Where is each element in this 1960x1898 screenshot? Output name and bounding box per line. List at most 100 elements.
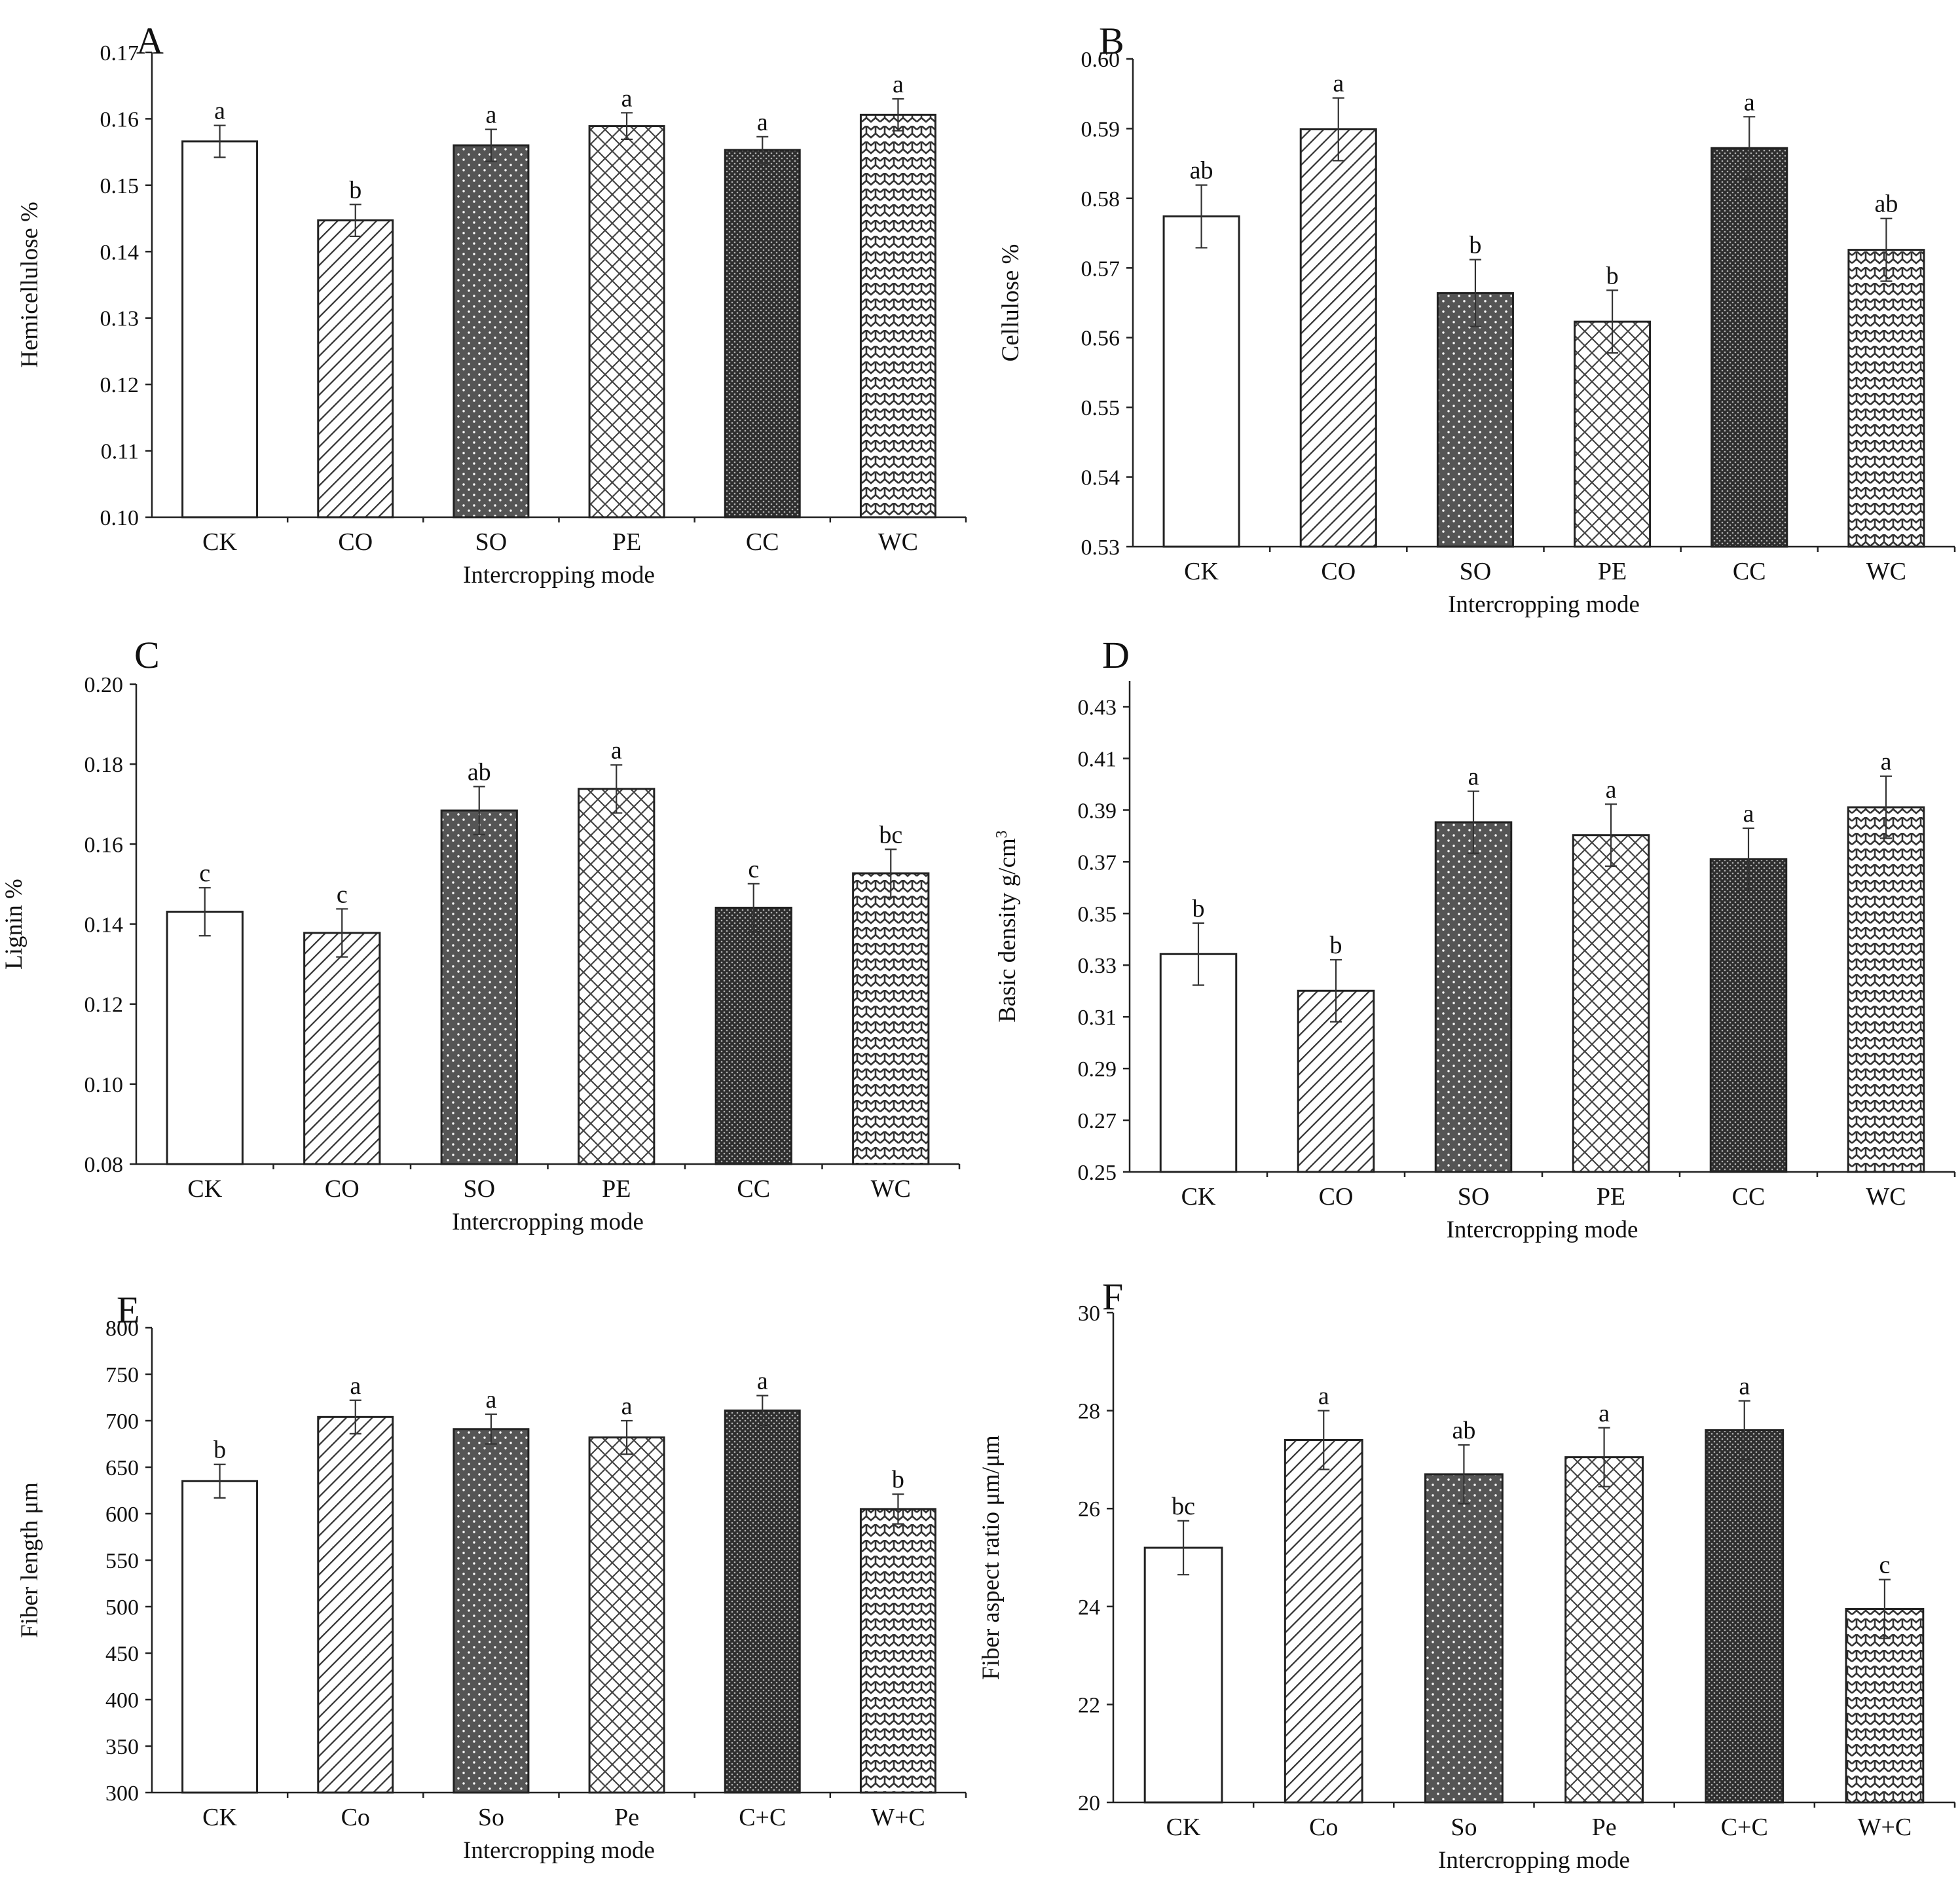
bar-c-wc — [852, 872, 930, 1165]
y-tick-label: 0.54 — [1081, 466, 1120, 490]
sig-letter-f-ck: bc — [1172, 1493, 1195, 1520]
error-bar-f-w-plus-c — [1878, 1579, 1891, 1639]
error-bar-d-pe — [1605, 803, 1617, 867]
x-category-label: CC — [1732, 1183, 1766, 1211]
bar-f-ck — [1143, 1546, 1223, 1804]
y-axis-title-a: Hemicellulose % — [16, 202, 43, 368]
x-category-label: So — [478, 1804, 504, 1831]
y-tick-label: 0.59 — [1081, 117, 1120, 141]
error-bar-a-so — [485, 128, 497, 162]
bar-e-c-plus-c — [724, 1409, 801, 1794]
sig-letter-b-pe: b — [1606, 262, 1619, 289]
error-bar-f-ck — [1177, 1520, 1190, 1576]
sig-letter-e-w-plus-c: b — [892, 1466, 904, 1493]
bar-a-wc — [859, 113, 936, 519]
y-tick-label: 0.33 — [1078, 954, 1117, 978]
error-bar-c-so — [473, 786, 485, 835]
x-axis-title-c: Intercropping mode — [452, 1209, 644, 1235]
x-category-label: CK — [1181, 1183, 1216, 1211]
y-tick-label: 0.39 — [1078, 799, 1117, 823]
y-tick-label: 30 — [1078, 1302, 1100, 1326]
x-category-label: SO — [475, 528, 508, 556]
sig-letter-d-so: a — [1468, 763, 1479, 791]
x-category-label: CO — [1319, 1183, 1354, 1211]
sig-letter-d-pe: a — [1606, 776, 1617, 803]
y-tick-label: 0.43 — [1078, 695, 1117, 720]
x-category-label: WC — [878, 528, 918, 556]
sig-letter-e-c-plus-c: a — [757, 1368, 768, 1395]
y-tick-label: 0.15 — [100, 174, 139, 198]
sig-letter-b-so: b — [1469, 232, 1481, 259]
panel-label-b: B — [1099, 20, 1124, 62]
y-tick-label: 0.12 — [100, 373, 139, 397]
panel-d: D 0.25 0.27 0.29 0.31 0.33 0.35 0.37 0.39 0.41 0.4… — [993, 634, 1956, 1243]
x-category-label: CO — [325, 1175, 360, 1203]
error-bar-b-cc — [1743, 116, 1756, 181]
bar-e-pe — [588, 1436, 665, 1794]
bar-b-co — [1299, 128, 1377, 548]
error-bar-f-pe — [1598, 1427, 1610, 1487]
y-tick-label: 0.14 — [100, 240, 139, 265]
bar-b-cc — [1710, 147, 1788, 548]
sig-letter-c-cc: c — [748, 856, 759, 883]
x-category-label: CK — [1166, 1814, 1201, 1841]
bar-c-co — [303, 932, 381, 1165]
y-tick-label: 0.11 — [101, 440, 139, 464]
x-category-label: PE — [1598, 558, 1627, 585]
bar-d-ck — [1159, 953, 1238, 1173]
panel-c: C 0.08 0.10 0.12 0.14 0.16 0.18 0.20 c CK c CO ab SO a… — [1, 634, 961, 1235]
x-category-label: SO — [463, 1175, 495, 1203]
x-category-label: W+C — [1858, 1814, 1912, 1841]
y-tick-label: 0.35 — [1078, 902, 1117, 926]
y-tick-label: 350 — [105, 1735, 139, 1759]
error-bar-e-pe — [621, 1419, 633, 1455]
bar-f-pe — [1564, 1456, 1644, 1804]
error-bar-b-ck — [1195, 184, 1208, 249]
error-bar-c-cc — [747, 883, 760, 933]
error-bar-d-ck — [1193, 922, 1204, 986]
error-bar-e-co — [349, 1399, 361, 1434]
sig-letter-a-ck: a — [214, 98, 225, 125]
sig-letter-e-so: a — [485, 1386, 496, 1414]
bar-d-wc — [1847, 806, 1925, 1173]
x-category-label: CK — [202, 528, 237, 556]
sig-letter-f-co: a — [1318, 1383, 1329, 1410]
y-tick-label: 750 — [105, 1363, 139, 1387]
error-bar-b-pe — [1606, 289, 1619, 354]
y-tick-label: 0.20 — [84, 673, 124, 697]
y-tick-label: 0.27 — [1078, 1109, 1117, 1133]
y-tick-label: 0.55 — [1081, 396, 1120, 420]
x-category-label: CK — [1184, 558, 1219, 585]
y-tick-label: 700 — [105, 1410, 139, 1434]
y-tick-label: 600 — [105, 1503, 139, 1527]
y-tick-label: 450 — [105, 1642, 139, 1666]
y-tick-label: 0.56 — [1081, 327, 1120, 351]
x-category-label: WC — [1866, 558, 1906, 585]
bar-b-so — [1436, 292, 1514, 548]
bar-a-so — [453, 144, 530, 519]
sig-letter-b-co: a — [1333, 70, 1344, 98]
x-category-label: Pe — [614, 1804, 639, 1831]
error-bar-d-co — [1330, 958, 1342, 1023]
x-category-label: Co — [1309, 1814, 1338, 1841]
bar-d-cc — [1709, 858, 1788, 1173]
bar-a-co — [317, 219, 394, 519]
error-bar-b-co — [1332, 97, 1344, 162]
bar-e-ck — [181, 1480, 259, 1794]
y-axis-title-d: Basic density g/cm3 — [993, 830, 1021, 1023]
bar-b-pe — [1574, 320, 1652, 548]
sig-letter-f-w-plus-c: c — [1879, 1552, 1890, 1579]
error-bar-c-co — [336, 908, 348, 958]
sig-letter-b-ck: ab — [1190, 157, 1213, 185]
sig-letter-a-wc: a — [893, 71, 904, 98]
x-category-label: CC — [737, 1175, 770, 1203]
sig-letter-b-cc: a — [1744, 88, 1755, 116]
sig-letter-a-so: a — [485, 101, 496, 129]
y-tick-label: 26 — [1078, 1497, 1100, 1522]
panel-b: B0.530.540.550.560.570.580.590.60abCKaCO… — [997, 20, 1956, 618]
sig-letter-f-pe: a — [1599, 1400, 1610, 1427]
sig-letter-a-co: b — [349, 176, 361, 204]
sig-letter-e-pe: a — [621, 1393, 633, 1420]
x-category-label: CC — [746, 528, 779, 556]
